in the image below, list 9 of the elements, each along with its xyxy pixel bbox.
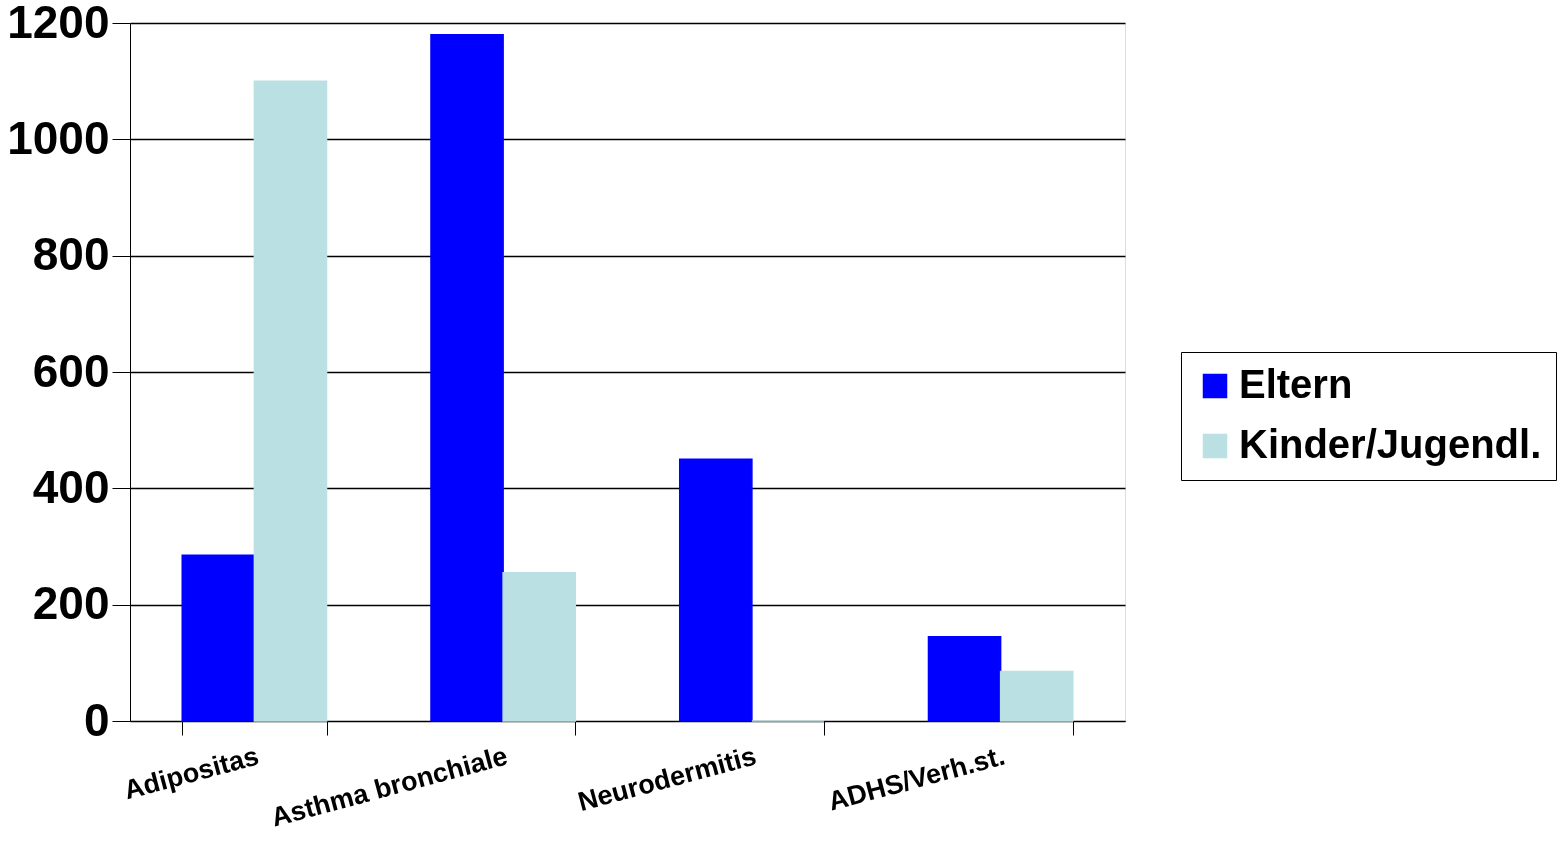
y-tick-label: 1000 <box>7 111 110 164</box>
y-tick-label: 600 <box>32 344 110 397</box>
y-tick-label: 800 <box>32 228 110 281</box>
y-tick-label: 0 <box>83 693 110 746</box>
y-tick-label: 400 <box>32 460 110 513</box>
y-tick-label: 1200 <box>7 0 110 48</box>
y-tick-label: 200 <box>32 577 110 630</box>
legend-label: Kinder/Jugendl. <box>1239 422 1542 466</box>
legend-label: Eltern <box>1239 362 1353 406</box>
